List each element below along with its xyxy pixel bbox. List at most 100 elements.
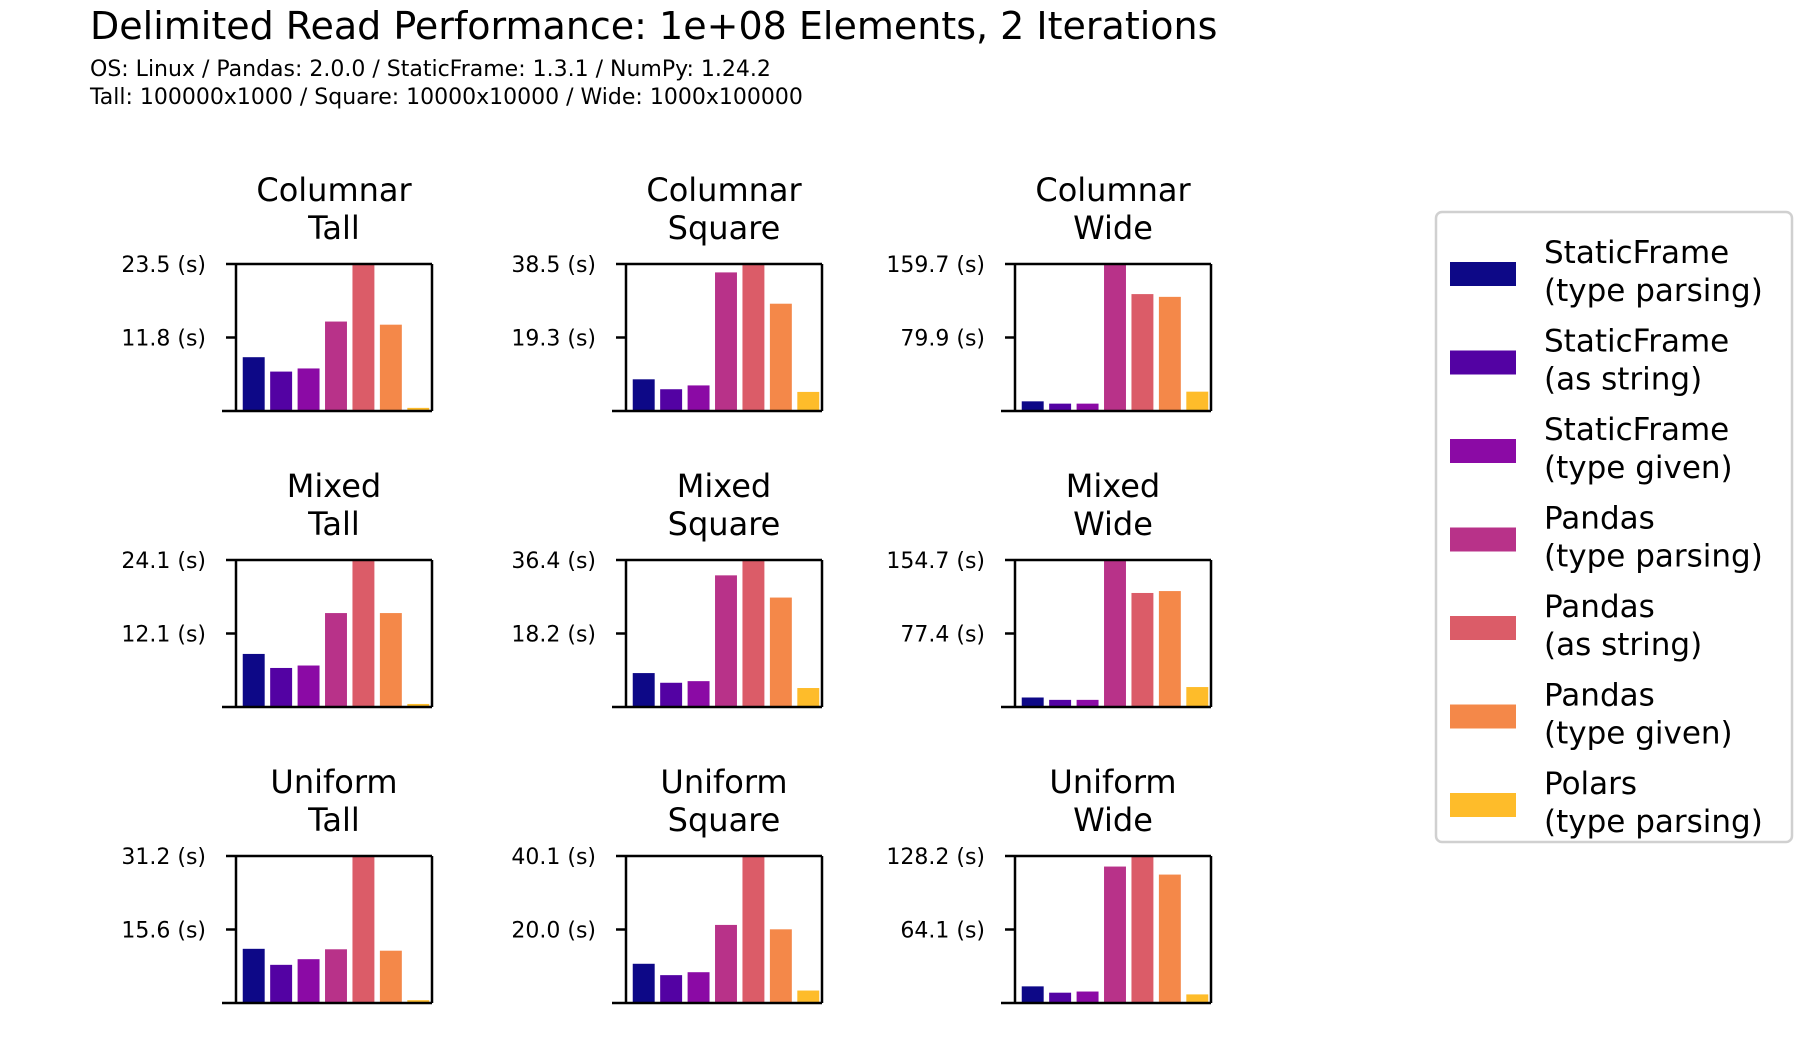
bar [297, 368, 320, 411]
bar [632, 673, 655, 707]
bar [242, 357, 265, 411]
bar [352, 856, 375, 1003]
bar [660, 975, 683, 1003]
bar [297, 959, 320, 1003]
panel-title-line-2: Wide [1073, 505, 1153, 543]
bar [632, 963, 655, 1003]
bar [407, 703, 430, 707]
bar [1186, 687, 1209, 707]
bar [1076, 699, 1099, 707]
bar [325, 613, 347, 707]
legend-label-line-2: (type parsing) [1544, 273, 1763, 309]
panel-title-line-2: Square [668, 209, 781, 247]
legend-item: Polars(type parsing) [1450, 766, 1763, 840]
legend-swatch [1450, 793, 1516, 817]
legend-item: Pandas(type given) [1450, 678, 1733, 752]
bar [687, 972, 710, 1003]
bar [769, 597, 792, 707]
legend-box [1434, 210, 1794, 844]
figure-subtitle-line-2: Tall: 100000x1000 / Square: 10000x10000 … [89, 85, 803, 110]
y-tick-label: 19.3 (s) [511, 327, 596, 352]
bar [715, 575, 737, 707]
legend-item: Pandas(type parsing) [1450, 501, 1763, 575]
legend-label-line-1: StaticFrame [1544, 412, 1729, 448]
panel-title-line-2: Tall [307, 801, 360, 839]
legend-label-line-2: (type given) [1544, 716, 1733, 752]
bar [797, 391, 820, 411]
bar [1131, 592, 1154, 707]
bar [242, 948, 265, 1003]
bar [270, 667, 293, 707]
bar [797, 990, 820, 1003]
y-tick-label: 159.7 (s) [886, 253, 985, 278]
figure-subtitle-line-1: OS: Linux / Pandas: 2.0.0 / StaticFrame:… [90, 57, 771, 82]
legend-swatch [1450, 350, 1516, 375]
bar [632, 379, 655, 411]
legend-swatch [1450, 262, 1516, 286]
bar [1158, 296, 1181, 411]
y-tick-label: 128.2 (s) [886, 845, 985, 870]
panel-title-line-2: Wide [1073, 801, 1153, 839]
legend-item: Pandas(as string) [1450, 589, 1702, 663]
y-tick-label: 20.0 (s) [511, 919, 596, 944]
panel-title-line-1: Mixed [287, 467, 381, 505]
legend-label-line-1: Pandas [1544, 501, 1655, 537]
bar [379, 324, 402, 411]
bar [742, 264, 765, 411]
legend-item: StaticFrame(type given) [1450, 412, 1733, 486]
bar [352, 560, 375, 707]
bar [325, 949, 347, 1003]
y-tick-label: 18.2 (s) [511, 623, 596, 648]
panel-title-line-2: Wide [1073, 209, 1153, 247]
y-tick-label: 31.2 (s) [121, 845, 206, 870]
bar [1104, 264, 1126, 411]
bar [1104, 560, 1126, 707]
legend: StaticFrame(type parsing)StaticFrame(as … [1434, 210, 1794, 844]
panel-title-line-1: Mixed [677, 467, 771, 505]
bar [1158, 874, 1181, 1003]
bar [1131, 294, 1154, 411]
panel-title-line-2: Square [668, 801, 781, 839]
y-tick-label: 40.1 (s) [511, 845, 596, 870]
bar [325, 321, 347, 411]
y-tick-label: 38.5 (s) [511, 253, 596, 278]
legend-swatch [1450, 704, 1516, 729]
bar [687, 385, 710, 411]
y-tick-label: 154.7 (s) [886, 549, 985, 574]
panel-title-line-2: Tall [307, 505, 360, 543]
bar [1049, 699, 1072, 707]
bar [660, 682, 683, 707]
legend-label-line-1: StaticFrame [1544, 235, 1729, 271]
bar [715, 924, 737, 1003]
bar [352, 264, 375, 411]
legend-label-line-1: Polars [1544, 766, 1637, 802]
y-tick-label: 11.8 (s) [121, 327, 206, 352]
y-tick-label: 79.9 (s) [900, 327, 985, 352]
bar [797, 688, 820, 707]
bar [407, 1000, 430, 1003]
bar [1021, 986, 1044, 1003]
bar [1021, 401, 1044, 411]
bar [297, 665, 320, 707]
panel-title-line-1: Columnar [256, 171, 412, 209]
bar [270, 371, 293, 411]
bar [1104, 866, 1126, 1003]
legend-label-line-1: Pandas [1544, 678, 1655, 714]
panel-title-line-1: Uniform [270, 763, 397, 801]
legend-swatch [1450, 616, 1516, 640]
legend-label-line-2: (type parsing) [1544, 539, 1763, 575]
bar [1049, 992, 1072, 1003]
legend-label-line-1: Pandas [1544, 589, 1655, 625]
y-tick-label: 64.1 (s) [900, 919, 985, 944]
bar [1049, 403, 1072, 411]
bar [687, 681, 710, 707]
bar [742, 560, 765, 707]
bar [242, 653, 265, 707]
